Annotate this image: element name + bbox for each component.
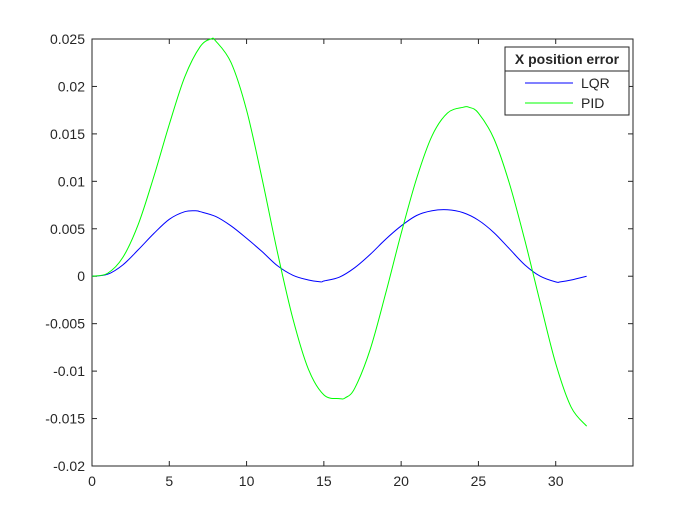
y-tick-label: 0.005 [50,221,85,237]
axes: 0 5 10 15 20 25 30 -0.02 -0.015 -0.01 -0.005 0 0.005… [45,31,634,489]
x-tick-label: 30 [548,473,564,489]
y-tick-label: 0.025 [50,31,85,47]
x-tick-label: 10 [239,473,255,489]
plot-area [91,37,588,427]
y-tick-label: 0.01 [58,173,85,189]
x-tick-label: 5 [165,473,173,489]
legend: X position error LQR PID [504,46,630,116]
series-line-lqr [91,209,587,283]
y-tick-label: 0 [77,268,85,284]
y-tick-label: -0.01 [53,363,85,379]
y-tick-label: 0.015 [50,126,85,142]
axes-box [91,38,634,467]
x-tick-label: 20 [393,473,409,489]
y-tick-label: -0.02 [53,458,85,474]
x-tick-label: 0 [88,473,96,489]
y-tick-label: -0.015 [45,411,85,427]
x-tick-label: 25 [471,473,487,489]
x-tick-label: 15 [316,473,332,489]
legend-box [504,46,630,116]
y-tick-label: 0.02 [58,78,85,94]
y-tick-label: -0.005 [45,316,85,332]
legend-title: X position error [515,51,620,67]
legend-label-lqr: LQR [581,75,610,91]
legend-label-pid: PID [581,95,604,111]
series-line-pid [91,37,588,427]
